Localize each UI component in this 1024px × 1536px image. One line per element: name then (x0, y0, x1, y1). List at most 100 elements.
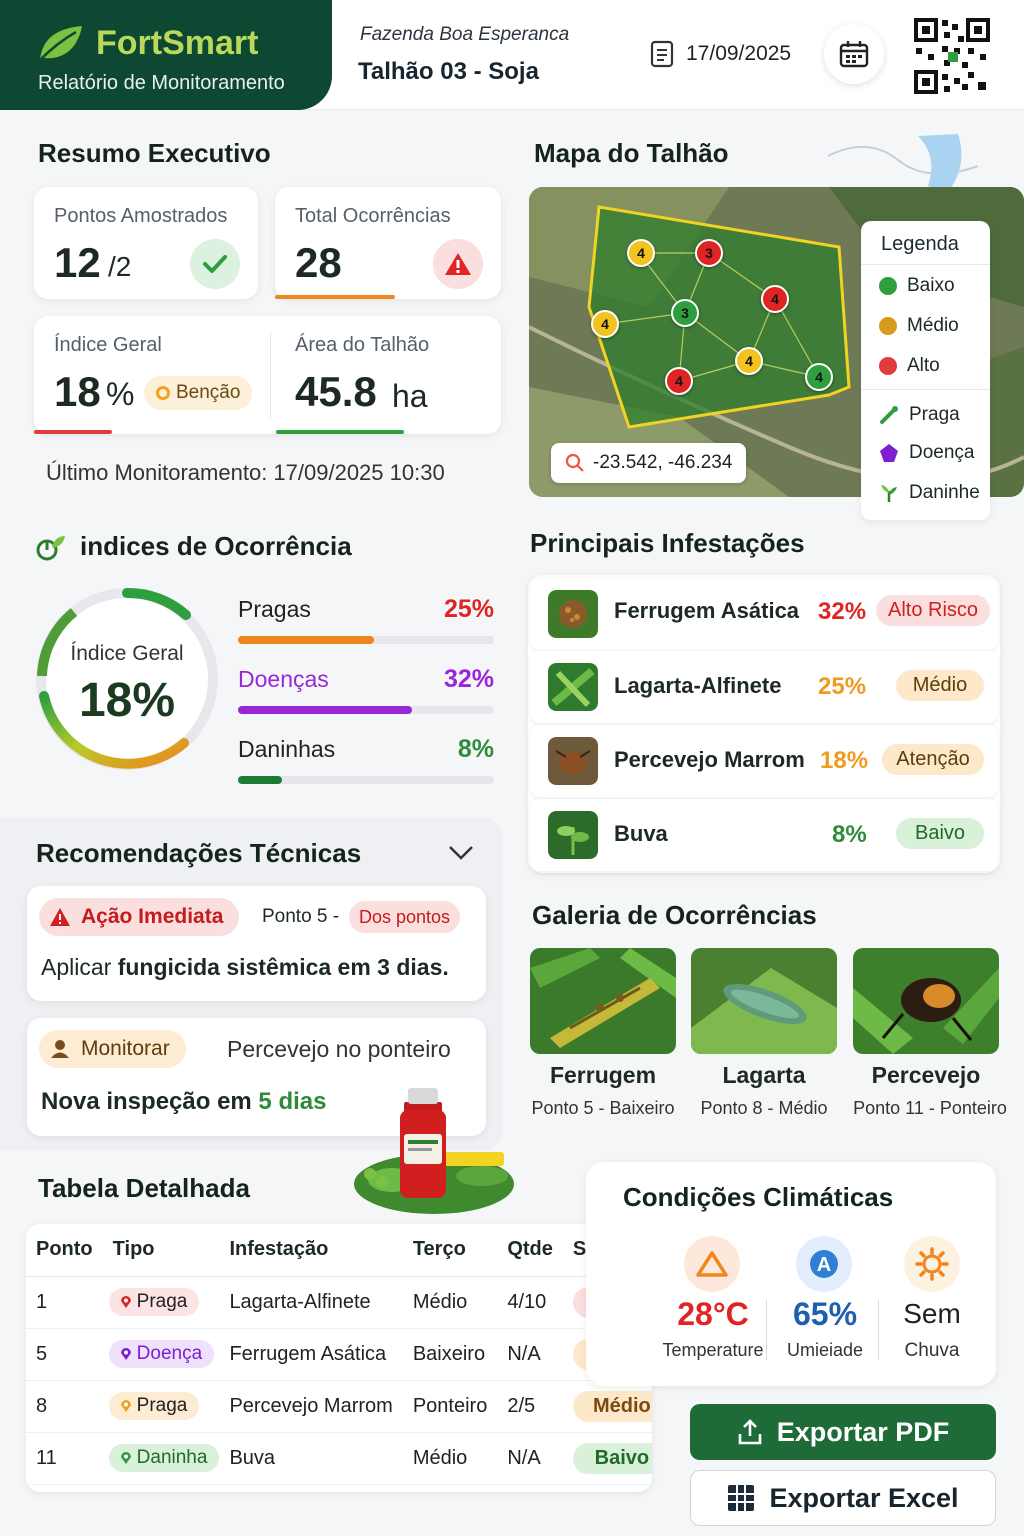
gauge-value: 18% (79, 674, 175, 727)
index-value: 18 (54, 368, 101, 415)
weed-icon (881, 485, 897, 502)
table-row[interactable]: 5 Doença Ferrugem Asática Baixeiro N/A C… (26, 1328, 652, 1381)
detail-table: Ponto Tipo Infestação Terço Qtde Severid… (26, 1224, 652, 1492)
divider (766, 1300, 767, 1360)
map-marker[interactable]: 4 (591, 310, 619, 338)
col-ponto: Ponto (26, 1224, 103, 1277)
cell-infestacao: Ferrugem Asática (219, 1328, 403, 1381)
stinkbug-thumbnail (548, 737, 598, 785)
export-excel-button[interactable]: Exportar Excel (690, 1470, 996, 1526)
infestation-row[interactable]: Percevejo Marrom 18% Atenção (530, 725, 998, 797)
cell-infestacao: Buva (219, 1432, 403, 1485)
recommendations-title: Recomendações Técnicas (36, 838, 362, 868)
index-bar-fill (238, 776, 282, 784)
caterpillar-thumbnail (548, 663, 598, 711)
gallery-caption-title: Lagarta (722, 1062, 806, 1088)
map-marker[interactable]: 3 (671, 299, 699, 327)
index-badge: Benção (144, 376, 253, 410)
legend-item-doenca: Doença (879, 442, 975, 464)
cell-tipo: Praga (102, 1276, 220, 1329)
risk-badge: Alto Risco (876, 595, 991, 626)
cell-qtde: N/A (497, 1328, 563, 1381)
text-part: Nova inspeção em (41, 1088, 259, 1115)
dot-icon (156, 386, 170, 400)
gallery-image-caterpillar[interactable] (691, 948, 837, 1054)
cell-infestacao: Lagarta-Alfinete (219, 1276, 403, 1329)
cell-terco: Médio (402, 1276, 498, 1329)
export-pdf-label: Exportar PDF (776, 1416, 950, 1447)
alert-icon (50, 908, 70, 926)
text-emphasis: fungicida sistêmica em 3 dias. (117, 954, 449, 980)
points-pill: Dos pontos (349, 901, 461, 933)
disease-icon (880, 444, 898, 462)
table-title: Tabela Detalhada (38, 1173, 250, 1203)
map-marker[interactable]: 4 (735, 347, 763, 375)
gallery-image-rust[interactable] (530, 948, 676, 1054)
coordinates-box: -23.542, -46.234 (551, 443, 747, 483)
brand-block: FortSmart Relatório de Monitoramento (0, 0, 332, 110)
search-icon (565, 453, 584, 472)
map-marker[interactable]: 4 (805, 363, 833, 391)
gauge-arc-top (122, 587, 191, 620)
infestation-percent: 8% (832, 821, 867, 848)
gauge-label: Índice Geral (70, 642, 183, 665)
map-marker[interactable]: 3 (695, 239, 723, 267)
cell-ponto: 8 (26, 1380, 103, 1433)
chart-leaf-icon (36, 536, 65, 561)
cell-terco: Baixeiro (402, 1328, 498, 1381)
type-tag: Daninha (108, 1444, 220, 1472)
cell-terco: Médio (402, 1432, 498, 1485)
map-marker[interactable]: 4 (665, 367, 693, 395)
occurrences-label: Total Ocorrências (295, 205, 451, 227)
infestation-name: Percevejo Marrom (614, 747, 805, 772)
legend-item-medio: Médio (879, 315, 959, 337)
infestations-title: Principais Infestações (530, 528, 805, 558)
col-tipo: Tipo (102, 1224, 220, 1277)
coordinates: -23.542, -46.234 (593, 452, 733, 473)
index-label: Daninhas (238, 736, 336, 762)
pin-icon (120, 1400, 131, 1412)
infestation-row[interactable]: Ferrugem Asática 32% Alto Risco (530, 578, 998, 650)
table-row[interactable]: 11 Daninha Buva Médio N/A Baivo (26, 1432, 652, 1485)
divider (878, 1300, 879, 1360)
temperature-label: Temperature (662, 1340, 764, 1360)
document-icon (650, 40, 674, 68)
gallery-image-stinkbug[interactable] (853, 948, 999, 1054)
gauge-arc-bottom (39, 691, 189, 769)
cell-severidade: Baivo (562, 1432, 652, 1485)
index-gauge: Índice Geral 18% (36, 587, 218, 770)
points-value: 12 (54, 239, 101, 286)
infestation-row[interactable]: Lagarta-Alfinete 25% Médio (530, 651, 998, 723)
type-label: Daninha (136, 1447, 208, 1468)
calendar-button[interactable] (824, 24, 884, 84)
infestation-percent: 18% (820, 747, 869, 774)
index-percent: 8% (457, 735, 494, 763)
index-bar-fill (238, 636, 374, 644)
table-row[interactable]: 1 Praga Lagarta-Alfinete Médio 4/10 4/10 (26, 1276, 652, 1329)
svg-text:A: A (817, 1254, 831, 1276)
chevron-down-icon[interactable] (448, 844, 474, 862)
cell-ponto: 5 (26, 1328, 103, 1381)
cell-ponto: 1 (26, 1276, 103, 1329)
infestation-row[interactable]: Buva 8% Baivo (530, 799, 998, 871)
infestation-name: Buva (614, 821, 668, 846)
report-subtitle: Relatório de Monitoramento (38, 72, 285, 94)
monitor-tag: Monitorar (39, 1030, 186, 1068)
field-name: Talhão 03 - Soja (358, 58, 539, 85)
qr-code-icon[interactable] (914, 18, 990, 94)
table-row[interactable]: 8 Praga Percevejo Marrom Ponteiro 2/5 Mé… (26, 1380, 652, 1433)
occurrences-card: Total Ocorrências 28 (275, 187, 501, 299)
legend-label: Daninhe (909, 482, 980, 503)
index-label: Pragas (238, 596, 311, 622)
infestation-percent: 25% (818, 673, 867, 700)
col-qtde: Qtde (497, 1224, 563, 1277)
rust-photo (530, 948, 676, 1054)
map-marker[interactable]: 4 (627, 239, 655, 267)
cell-qtde: 4/10 (497, 1276, 563, 1329)
map-marker[interactable]: 4 (761, 285, 789, 313)
export-excel-label: Exportar Excel (769, 1482, 959, 1513)
severity-badge: Baivo (572, 1442, 652, 1474)
index-area-card: Índice Geral 18 % Benção Área do Talhão … (34, 316, 501, 434)
severity-badge: Médio (572, 1390, 652, 1422)
export-pdf-button[interactable]: Exportar PDF (690, 1404, 996, 1460)
